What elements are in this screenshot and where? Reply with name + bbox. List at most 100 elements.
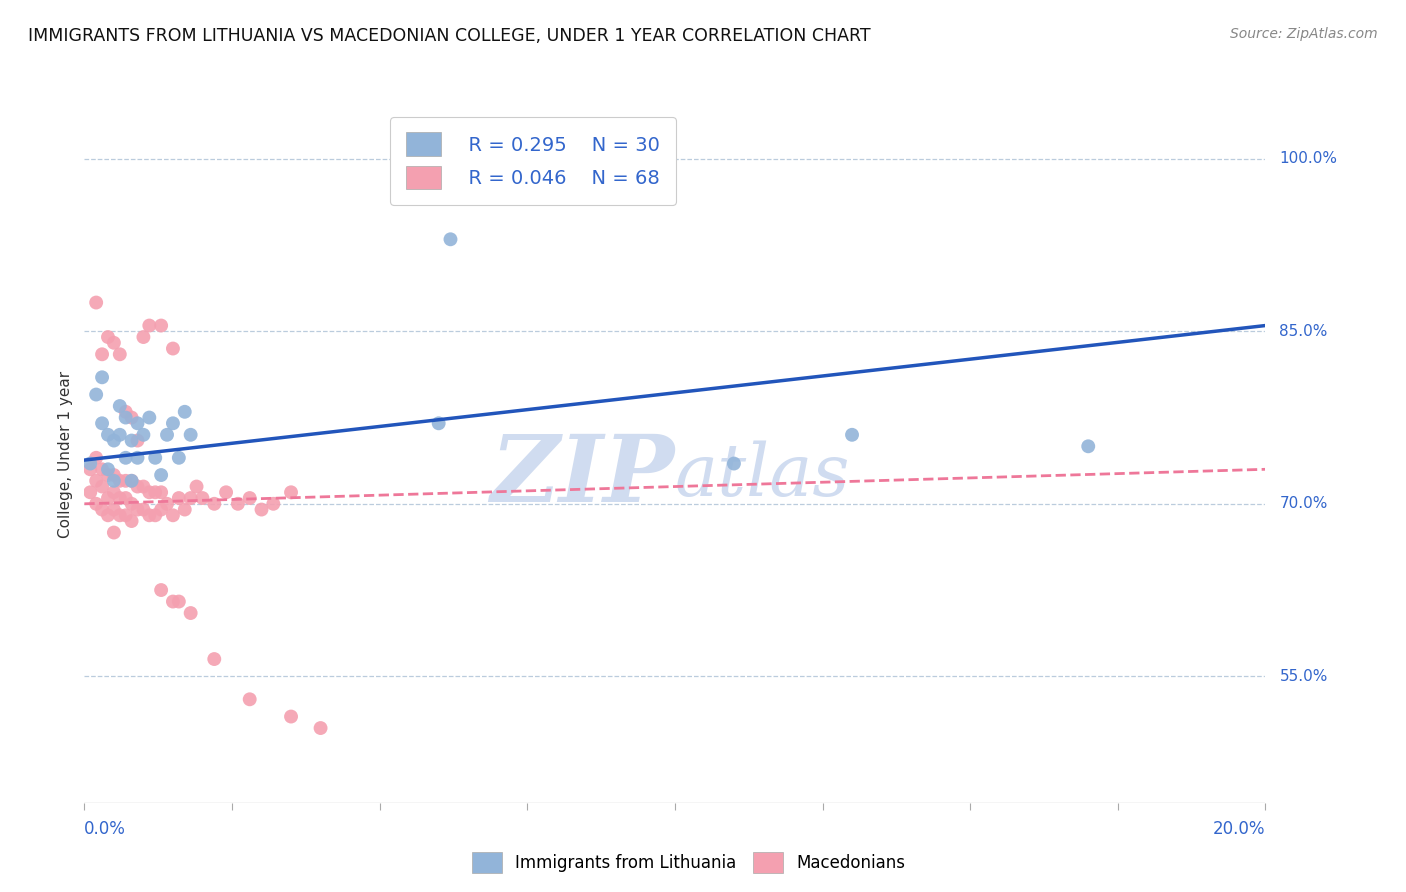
Point xyxy=(150,468,173,483)
Point xyxy=(121,474,143,488)
Point xyxy=(202,652,225,666)
Point xyxy=(150,485,173,500)
Text: 55.0%: 55.0% xyxy=(1279,669,1327,684)
Point xyxy=(84,387,107,401)
Point xyxy=(841,427,863,442)
Point xyxy=(156,427,179,442)
Text: atlas: atlas xyxy=(675,441,851,511)
Point xyxy=(202,497,225,511)
Point xyxy=(167,450,190,465)
Point xyxy=(127,450,149,465)
Point xyxy=(97,508,120,523)
Point xyxy=(103,468,125,483)
Point xyxy=(280,709,302,723)
Point xyxy=(138,508,160,523)
Point xyxy=(309,721,332,735)
Point xyxy=(143,450,166,465)
Point xyxy=(103,485,125,500)
Point xyxy=(143,508,166,523)
Point xyxy=(114,410,136,425)
Point xyxy=(127,502,149,516)
Point xyxy=(262,497,284,511)
Point xyxy=(132,502,155,516)
Point xyxy=(156,497,179,511)
Point xyxy=(132,479,155,493)
Text: ZIP: ZIP xyxy=(491,431,675,521)
Point xyxy=(84,450,107,465)
Point xyxy=(84,474,107,488)
Point xyxy=(103,502,125,516)
Point xyxy=(239,692,262,706)
Point xyxy=(191,491,214,505)
Point xyxy=(162,417,184,431)
Point xyxy=(280,485,302,500)
Point xyxy=(97,462,120,476)
Point xyxy=(138,485,160,500)
Point xyxy=(173,405,195,419)
Point xyxy=(91,479,114,493)
Y-axis label: College, Under 1 year: College, Under 1 year xyxy=(58,371,73,539)
Point xyxy=(127,434,149,448)
Point xyxy=(186,479,208,493)
Point xyxy=(108,427,131,442)
Point xyxy=(167,491,190,505)
Text: 70.0%: 70.0% xyxy=(1279,496,1327,511)
Point xyxy=(103,335,125,350)
Point xyxy=(103,434,125,448)
Point xyxy=(167,594,190,608)
Point xyxy=(121,410,143,425)
Point xyxy=(132,330,155,344)
Point xyxy=(723,457,745,471)
Point xyxy=(138,318,160,333)
Text: 0.0%: 0.0% xyxy=(84,821,127,838)
Text: 100.0%: 100.0% xyxy=(1279,152,1337,166)
Point xyxy=(121,514,143,528)
Point xyxy=(108,474,131,488)
Point xyxy=(114,474,136,488)
Point xyxy=(427,417,450,431)
Point xyxy=(121,497,143,511)
Point xyxy=(79,457,101,471)
Point xyxy=(108,508,131,523)
Point xyxy=(127,417,149,431)
Point xyxy=(79,462,101,476)
Legend: Immigrants from Lithuania, Macedonians: Immigrants from Lithuania, Macedonians xyxy=(465,846,912,880)
Text: 85.0%: 85.0% xyxy=(1279,324,1327,339)
Point xyxy=(150,318,173,333)
Point xyxy=(97,427,120,442)
Point xyxy=(121,474,143,488)
Point xyxy=(91,370,114,384)
Text: Source: ZipAtlas.com: Source: ZipAtlas.com xyxy=(1230,27,1378,41)
Point xyxy=(180,606,202,620)
Point xyxy=(127,479,149,493)
Point xyxy=(180,491,202,505)
Point xyxy=(84,497,107,511)
Point xyxy=(439,232,461,246)
Point xyxy=(132,427,155,442)
Point xyxy=(108,399,131,413)
Point xyxy=(121,434,143,448)
Point xyxy=(84,295,107,310)
Point xyxy=(239,491,262,505)
Point xyxy=(173,502,195,516)
Point xyxy=(114,491,136,505)
Point xyxy=(91,417,114,431)
Text: IMMIGRANTS FROM LITHUANIA VS MACEDONIAN COLLEGE, UNDER 1 YEAR CORRELATION CHART: IMMIGRANTS FROM LITHUANIA VS MACEDONIAN … xyxy=(28,27,870,45)
Legend:   R = 0.295    N = 30,   R = 0.046    N = 68: R = 0.295 N = 30, R = 0.046 N = 68 xyxy=(391,117,676,205)
Point xyxy=(91,502,114,516)
Point xyxy=(114,508,136,523)
Point xyxy=(1077,439,1099,453)
Point xyxy=(79,485,101,500)
Point xyxy=(91,347,114,361)
Point xyxy=(108,347,131,361)
Point xyxy=(103,525,125,540)
Point xyxy=(91,462,114,476)
Point xyxy=(103,474,125,488)
Point xyxy=(162,342,184,356)
Text: 20.0%: 20.0% xyxy=(1213,821,1265,838)
Point xyxy=(150,502,173,516)
Point xyxy=(108,491,131,505)
Point xyxy=(180,427,202,442)
Point xyxy=(114,405,136,419)
Point xyxy=(97,468,120,483)
